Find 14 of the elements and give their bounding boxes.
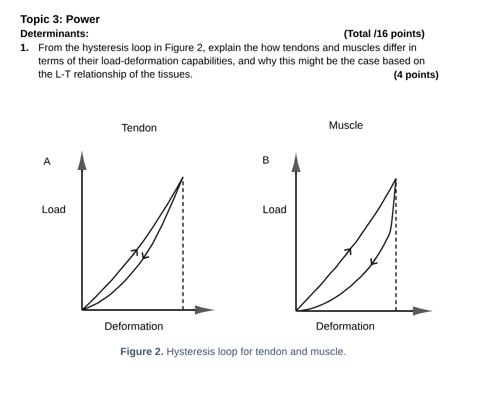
- chart-title: Tendon: [122, 124, 156, 132]
- y-axis-title: Load: [264, 205, 286, 214]
- text: Topic 3: Power: [20, 14, 100, 26]
- text: B: [263, 156, 269, 164]
- text: (Total /16 points): [344, 30, 424, 40]
- text: (4 points): [394, 70, 438, 80]
- text: A: [44, 158, 51, 165]
- y-axis-title: Load: [42, 205, 66, 214]
- text: Determinants:: [20, 30, 88, 38]
- text: 1.: [20, 44, 28, 51]
- text: Figure 2. Hysteresis loop for tendon and muscle.: [120, 347, 346, 358]
- x-axis-title: Deformation: [105, 322, 163, 330]
- chart-title: Muscle: [330, 121, 363, 129]
- x-axis-title: Deformation: [316, 322, 374, 330]
